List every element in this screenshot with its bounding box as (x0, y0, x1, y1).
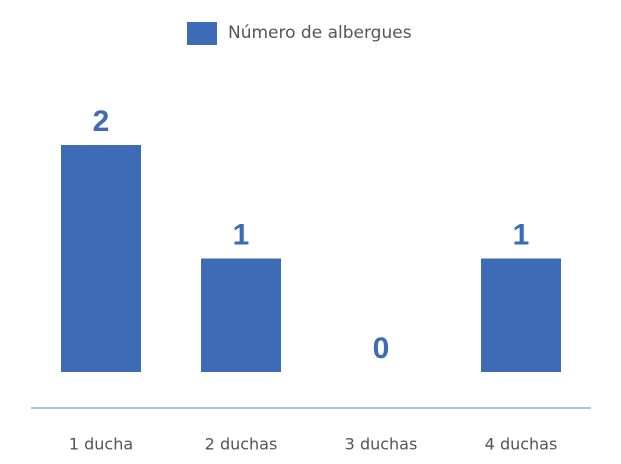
x-tick-label: 2 duchas (205, 435, 278, 454)
data-label: 0 (373, 332, 390, 365)
bar (61, 145, 141, 372)
x-tick-label: 1 ducha (69, 435, 133, 454)
bar (481, 258, 561, 372)
data-label: 2 (93, 105, 110, 138)
legend-swatch (187, 22, 217, 45)
x-tick-label: 4 duchas (485, 435, 558, 454)
x-tick-label: 3 duchas (345, 435, 418, 454)
data-label: 1 (513, 218, 530, 251)
legend-label: Número de albergues (228, 23, 412, 43)
data-label: 1 (233, 218, 250, 251)
bar (201, 258, 281, 372)
